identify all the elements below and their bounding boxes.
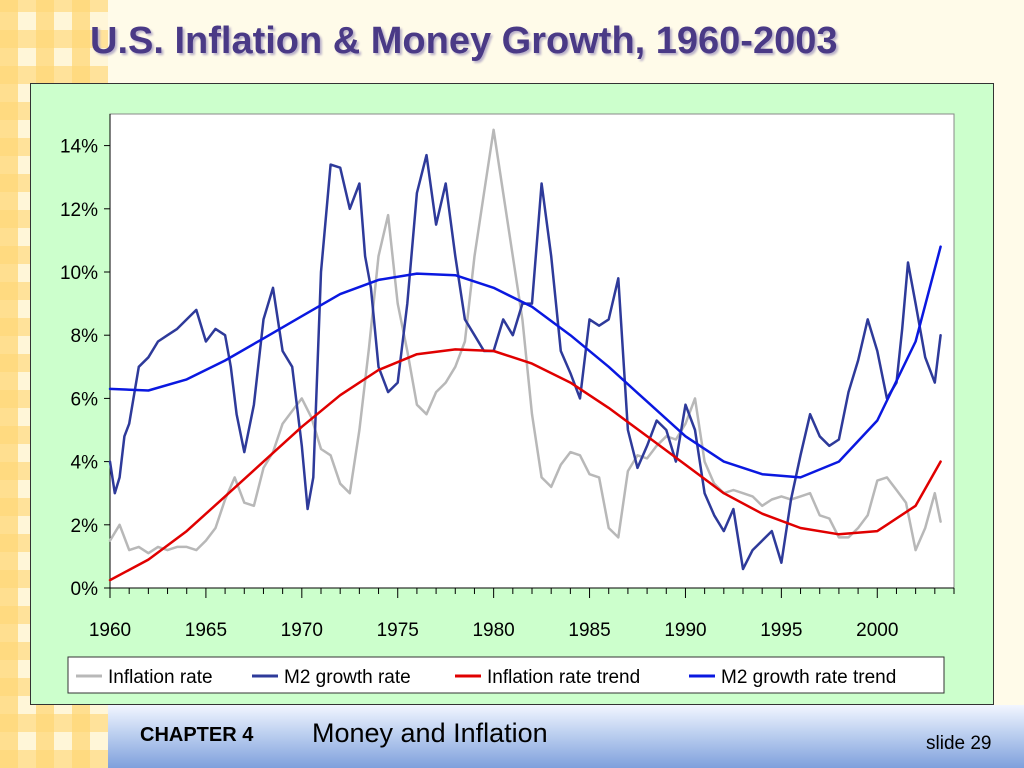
legend: Inflation rate M2 growth rate Inflation ra… [67,656,945,694]
y-tick-label: 2% [71,516,99,537]
y-tick-label: 4% [71,453,99,474]
x-tick-label: 1995 [760,620,802,641]
legend-box [67,656,945,694]
footer-bar [108,705,1024,768]
y-tick-label: 12% [60,200,98,221]
y-tick-label: 8% [71,326,99,347]
chapter-label: CHAPTER 4 [140,724,254,746]
x-tick-label: 1975 [377,620,419,641]
x-tick-label: 1970 [281,620,323,641]
legend-label-inflation-trend: Inflation rate trend [487,667,640,688]
x-tick-label: 1985 [568,620,610,641]
chapter-title: Money and Inflation [312,718,548,748]
series-line-m2 [108,153,942,571]
legend-label-m2-trend: M2 growth rate trend [721,667,896,688]
x-tick-label: 1960 [89,620,131,641]
x-tick-label: 1980 [472,620,514,641]
y-tick-label: 6% [71,389,99,410]
legend-label-m2: M2 growth rate [284,667,411,688]
axes: 0% 2% 4% 6% 8% 10% 12% 14% 1960 1965 1970 1975 1980 1… [60,114,955,641]
y-tick-label: 0% [71,579,99,600]
x-tick-label: 2000 [856,620,898,641]
x-tick-label: 1965 [185,620,227,641]
series-line-m2-trend [108,245,942,479]
y-tick-label: 14% [60,137,98,158]
series-group [108,128,942,582]
y-tick-label: 10% [60,263,98,284]
page-title: U.S. Inflation & Money Growth, 1960-2003 [90,20,838,62]
x-tick-label: 1990 [664,620,706,641]
series-line-inflation-trend [108,348,942,582]
series-line-inflation [108,128,942,555]
legend-label-inflation: Inflation rate [108,667,213,688]
slide-number: slide 29 [926,733,992,754]
plot-area [109,113,955,589]
